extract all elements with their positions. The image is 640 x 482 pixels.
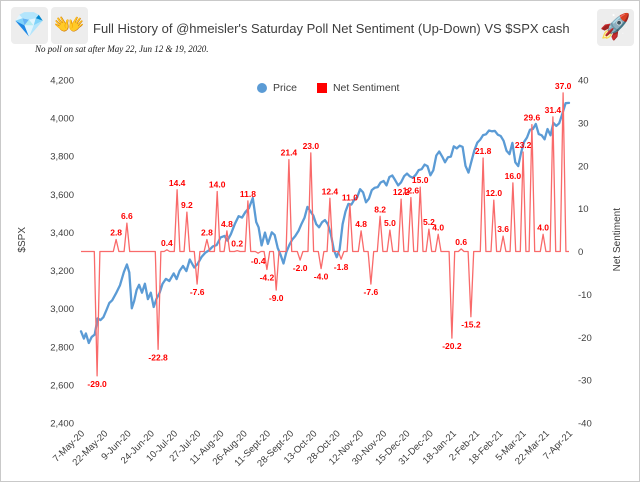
net-sentiment-value-label: 4.8 xyxy=(355,219,367,229)
right-axis-tick: 0 xyxy=(578,247,583,258)
right-axis-tick: -10 xyxy=(578,290,592,301)
net-sentiment-line xyxy=(81,92,569,377)
right-axis-tick: 30 xyxy=(578,118,589,129)
right-axis-tick: -40 xyxy=(578,419,592,430)
net-sentiment-value-label: 12.2 xyxy=(393,187,410,197)
left-axis-tick: 3,400 xyxy=(50,228,74,239)
net-sentiment-value-label: 14.0 xyxy=(209,179,226,189)
legend-item-net-sentiment: Net Sentiment xyxy=(316,82,400,94)
right-axis-tick: 20 xyxy=(578,161,589,172)
net-sentiment-value-label: 8.2 xyxy=(374,204,386,214)
net-sentiment-value-label: 37.0 xyxy=(555,81,572,91)
net-sentiment-value-label: 11.0 xyxy=(342,192,358,202)
net-sentiment-value-label: 11.8 xyxy=(240,189,256,199)
net-sentiment-value-label: 0.4 xyxy=(161,238,173,248)
net-sentiment-value-label: -20.2 xyxy=(442,341,462,351)
chart-subtitle: No poll on sat after May 22, Jun 12 & 19… xyxy=(35,44,209,54)
net-sentiment-value-label: 23.2 xyxy=(515,140,532,150)
net-sentiment-value-label: 21.8 xyxy=(475,146,492,156)
net-sentiment-value-label: -0.4 xyxy=(251,256,266,266)
chart-legend: Price Net Sentiment xyxy=(257,82,399,94)
left-axis-tick: 2,400 xyxy=(50,419,74,430)
net-sentiment-value-label: 23.0 xyxy=(303,141,320,151)
net-sentiment-value-label: 5.2 xyxy=(423,217,435,227)
net-sentiment-value-label: 15.0 xyxy=(412,175,429,185)
net-sentiment-value-label: 31.4 xyxy=(545,105,562,115)
net-sentiment-value-label: 4.8 xyxy=(221,219,233,229)
chart-title: Full History of @hmeisler's Saturday Pol… xyxy=(93,21,570,36)
left-axis-tick: 3,000 xyxy=(50,304,74,315)
net-sentiment-value-label: -22.8 xyxy=(148,352,168,362)
left-axis-tick: 3,200 xyxy=(50,266,74,277)
net-sentiment-value-label: -15.2 xyxy=(461,320,481,330)
legend-item-price: Price xyxy=(257,82,297,94)
net-sentiment-value-label: -4.0 xyxy=(314,272,329,282)
price-legend-marker-icon xyxy=(257,83,267,93)
right-axis-tick: 10 xyxy=(578,204,589,215)
net-sentiment-value-label: 5.0 xyxy=(384,218,396,228)
left-axis-tick: 3,600 xyxy=(50,190,74,201)
price-legend-label: Price xyxy=(273,82,297,94)
left-axis-tick: 4,000 xyxy=(50,114,74,125)
net-sentiment-value-label: 21.4 xyxy=(281,148,298,158)
net-sentiment-value-label: 6.6 xyxy=(121,211,133,221)
net-sentiment-value-label: 3.6 xyxy=(497,224,509,234)
net-sentiment-value-label: 29.6 xyxy=(524,113,541,123)
rocket-icon: 🚀 xyxy=(597,9,634,46)
net-sentiment-value-label: -7.6 xyxy=(190,287,205,297)
net-sentiment-value-label: -4.2 xyxy=(260,273,275,283)
diamond-icon: 💎 xyxy=(11,7,48,44)
open-hands-icon: 👐 xyxy=(51,7,88,44)
right-axis-tick: -30 xyxy=(578,376,592,387)
left-axis-tick: 3,800 xyxy=(50,152,74,163)
net-sentiment-value-label: 16.0 xyxy=(505,171,522,181)
net-sentiment-value-label: 12.0 xyxy=(486,188,503,198)
net-sentiment-value-label: 2.8 xyxy=(110,227,122,237)
net-sentiment-legend-label: Net Sentiment xyxy=(332,82,400,94)
left-axis-tick: 2,600 xyxy=(50,380,74,391)
net-sentiment-value-label: -29.0 xyxy=(87,379,107,389)
net-sentiment-value-label: -7.6 xyxy=(364,287,379,297)
net-sentiment-value-label: 12.4 xyxy=(322,186,339,196)
left-axis-tick: 2,800 xyxy=(50,342,74,353)
net-sentiment-legend-marker-icon xyxy=(316,83,327,93)
net-sentiment-value-label: 0.2 xyxy=(231,239,243,249)
net-sentiment-value-label: 4.0 xyxy=(537,222,549,232)
net-sentiment-value-label: 2.8 xyxy=(201,227,213,237)
net-sentiment-value-label: -9.0 xyxy=(269,293,284,303)
right-axis-tick: -20 xyxy=(578,333,592,344)
net-sentiment-value-label: 9.2 xyxy=(181,200,193,210)
right-axis-tick: 40 xyxy=(578,76,589,87)
left-axis-tick: 4,200 xyxy=(50,76,74,87)
net-sentiment-value-label: 12.6 xyxy=(403,185,420,195)
net-sentiment-value-label: 4.0 xyxy=(432,222,444,232)
net-sentiment-value-label: -2.0 xyxy=(293,263,308,273)
price-line xyxy=(79,101,571,345)
net-sentiment-value-label: 14.4 xyxy=(169,178,186,188)
net-sentiment-value-label: 0.6 xyxy=(455,237,467,247)
net-sentiment-value-label: -1.8 xyxy=(334,262,349,272)
